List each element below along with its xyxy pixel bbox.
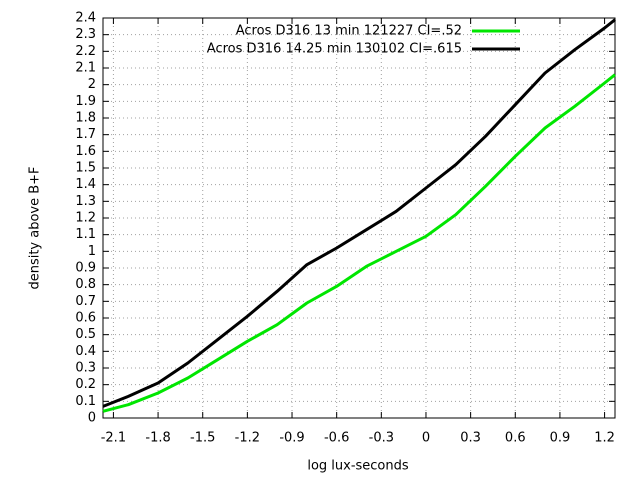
y-tick-label: 0.9 [75, 261, 96, 276]
x-tick-label: -1.2 [235, 431, 260, 446]
y-tick-label: 0.3 [75, 361, 96, 376]
y-tick-label: 0.5 [75, 327, 96, 342]
y-tick-label: 2.1 [75, 61, 96, 76]
x-tick-label: -0.6 [324, 431, 349, 446]
plot-border [102, 17, 616, 419]
y-tick-label: 2 [88, 77, 96, 92]
y-tick-label: 1 [88, 244, 96, 259]
series-line [102, 73, 616, 413]
x-tick-label: 0.6 [505, 431, 526, 446]
x-tick-label: 0 [422, 431, 430, 446]
x-tick-label: -1.5 [190, 431, 215, 446]
x-tick-label: -0.9 [279, 431, 304, 446]
y-tick-label: 0.8 [75, 277, 96, 292]
series-line [102, 18, 616, 408]
y-tick-label: 1.9 [75, 94, 96, 109]
y-tick-label: 2.4 [75, 11, 96, 26]
y-tick-label: 1.6 [75, 144, 96, 159]
y-tick-label: 0.2 [75, 377, 96, 392]
y-tick-label: 2.2 [75, 44, 96, 59]
y-axis-label: density above B+F [28, 166, 43, 289]
y-tick-label: 0.7 [75, 294, 96, 309]
y-tick-label: 0.4 [75, 344, 96, 359]
x-tick-label: 0.9 [550, 431, 571, 446]
x-tick-label: 0.3 [460, 431, 481, 446]
y-tick-label: 0.6 [75, 311, 96, 326]
x-axis-label: log lux-seconds [307, 459, 409, 474]
x-tick-label: -1.8 [145, 431, 170, 446]
y-tick-label: 1.1 [75, 227, 96, 242]
y-tick-label: 0 [88, 411, 96, 426]
x-tick-label: -2.1 [101, 431, 126, 446]
legend-label: Acros D316 14.25 min 130102 CI=.615 [207, 42, 462, 57]
y-tick-label: 1.2 [75, 211, 96, 226]
y-tick-label: 2.3 [75, 27, 96, 42]
x-tick-label: 1.2 [594, 431, 615, 446]
legend-label: Acros D316 13 min 121227 CI=.52 [236, 24, 462, 39]
y-tick-label: 1.5 [75, 161, 96, 176]
y-tick-label: 0.1 [75, 394, 96, 409]
y-tick-label: 1.3 [75, 194, 96, 209]
y-tick-label: 1.7 [75, 127, 96, 142]
y-tick-label: 1.8 [75, 111, 96, 126]
y-tick-label: 1.4 [75, 177, 96, 192]
x-tick-label: -0.3 [369, 431, 394, 446]
